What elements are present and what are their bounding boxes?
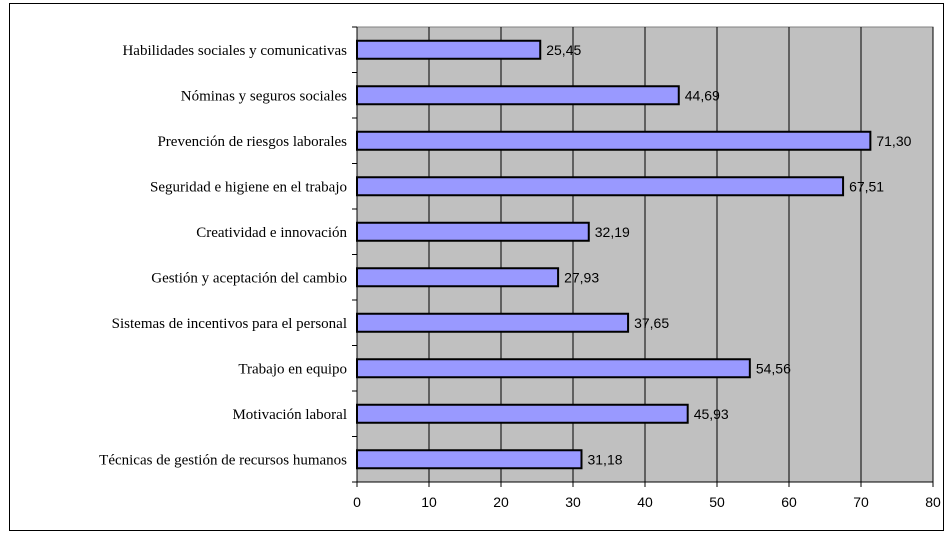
data-label: 32,19: [595, 224, 630, 240]
category-label: Nóminas y seguros sociales: [181, 88, 347, 104]
category-label: Trabajo en equipo: [238, 361, 347, 377]
category-label: Motivación laboral: [232, 407, 347, 423]
x-tick-label: 20: [493, 494, 509, 510]
category-label: Habilidades sociales y comunicativas: [122, 43, 347, 59]
x-tick-label: 40: [637, 494, 653, 510]
data-label: 31,18: [587, 451, 622, 467]
x-tick-label: 50: [709, 494, 725, 510]
category-label: Seguridad e higiene en el trabajo: [150, 179, 347, 195]
x-axis-ticks: 0 10 20 30 40 50 60 70 80: [353, 482, 941, 510]
bar: [356, 85, 680, 106]
bar: [356, 358, 751, 379]
x-tick-label: 0: [353, 494, 361, 510]
data-label: 37,65: [634, 315, 669, 331]
category-label: Técnicas de gestión de recursos humanos: [99, 452, 347, 468]
bar: [356, 449, 583, 470]
x-tick-label: 60: [781, 494, 797, 510]
bar: [356, 267, 560, 288]
data-label: 54,56: [756, 360, 791, 376]
data-label: 45,93: [694, 406, 729, 422]
data-labels: 25,45 44,69 71,30 67,51 32,19 27,93 37,65 54,56…: [546, 42, 911, 468]
bars: [356, 39, 872, 470]
data-label: 67,51: [849, 178, 884, 194]
category-label: Prevención de riesgos laborales: [157, 134, 347, 150]
x-tick-label: 10: [421, 494, 437, 510]
category-label: Sistemas de incentivos para el personal: [112, 316, 347, 332]
x-tick-label: 70: [853, 494, 869, 510]
bar: [356, 221, 590, 242]
data-label: 27,93: [564, 269, 599, 285]
bar: [356, 403, 689, 424]
x-tick-label: 80: [925, 494, 941, 510]
category-label: Creatividad e innovación: [196, 225, 347, 241]
bar: [356, 312, 630, 333]
x-tick-label: 30: [565, 494, 581, 510]
data-label: 71,30: [876, 133, 911, 149]
bar: [356, 130, 872, 151]
bar: [356, 176, 845, 197]
data-label: 44,69: [685, 87, 720, 103]
category-labels: Habilidades sociales y comunicativas Nómi…: [99, 26, 357, 483]
data-label: 25,45: [546, 42, 581, 58]
bar: [356, 39, 542, 60]
category-label: Gestión y aceptación del cambio: [151, 270, 347, 286]
